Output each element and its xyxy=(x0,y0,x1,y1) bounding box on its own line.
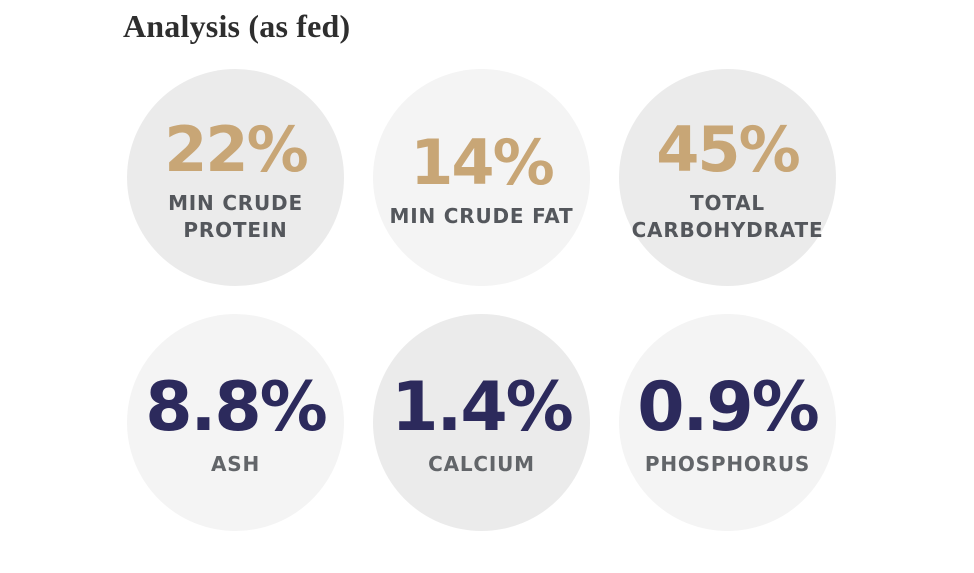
stat-circle-calcium: 1.4% CALCIUM xyxy=(373,313,590,531)
analysis-stats-grid: 22% MIN CRUDE PROTEIN 14% MIN CRUDE FAT … xyxy=(127,68,974,531)
stat-label-min-crude-fat: MIN CRUDE FAT xyxy=(389,204,574,229)
stat-label-total-carbohydrate: TOTAL CARBOHYDRATE xyxy=(631,190,824,242)
stat-label-min-crude-protein: MIN CRUDE PROTEIN xyxy=(168,190,303,242)
stat-circle-min-crude-protein: 22% MIN CRUDE PROTEIN xyxy=(127,68,344,286)
page-title: Analysis (as fed) xyxy=(123,8,351,44)
stat-value-min-crude-protein: 22% xyxy=(164,112,308,186)
stat-circle-phosphorus: 0.9% PHOSPHORUS xyxy=(619,313,836,531)
stat-circle-total-carbohydrate: 45% TOTAL CARBOHYDRATE xyxy=(619,68,836,286)
stat-value-min-crude-fat: 14% xyxy=(410,126,554,200)
stat-label-ash: ASH xyxy=(210,452,261,477)
stat-value-ash: 8.8% xyxy=(145,368,328,448)
stat-label-phosphorus: PHOSPHORUS xyxy=(644,452,811,477)
stat-value-total-carbohydrate: 45% xyxy=(656,112,800,186)
stat-value-calcium: 1.4% xyxy=(391,368,574,448)
stat-circle-ash: 8.8% ASH xyxy=(127,313,344,531)
stat-circle-min-crude-fat: 14% MIN CRUDE FAT xyxy=(373,68,590,286)
stat-value-phosphorus: 0.9% xyxy=(637,368,820,448)
stat-label-calcium: CALCIUM xyxy=(428,452,535,477)
